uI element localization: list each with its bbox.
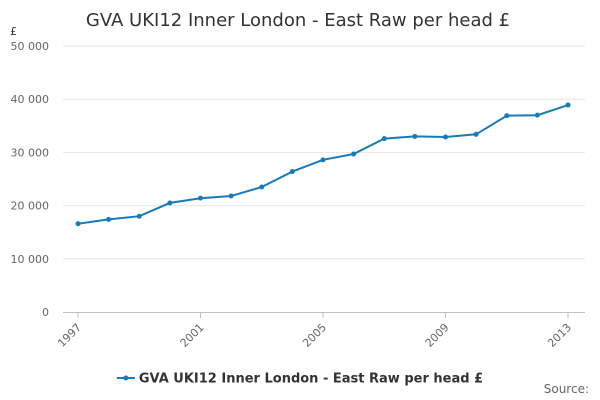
- data-point[interactable]: [106, 216, 112, 222]
- data-point[interactable]: [443, 134, 448, 140]
- data-point[interactable]: [259, 184, 265, 190]
- data-point[interactable]: [320, 157, 326, 163]
- chart-title: GVA UKI12 Inner London - East Raw per he…: [86, 10, 510, 31]
- data-point[interactable]: [198, 195, 203, 201]
- data-point[interactable]: [75, 221, 81, 227]
- data-point[interactable]: [473, 131, 479, 137]
- x-tick-label: 2013: [545, 321, 574, 350]
- data-point[interactable]: [565, 102, 571, 108]
- y-tick-label: 0: [42, 306, 49, 319]
- x-tick-label: 2001: [178, 321, 207, 350]
- series-group: [75, 102, 571, 227]
- y-axis-unit-label: £: [10, 25, 17, 38]
- data-point[interactable]: [351, 151, 357, 157]
- y-tick-label: 20 000: [11, 200, 50, 213]
- source-label: Source:: [544, 382, 589, 396]
- data-point[interactable]: [228, 193, 234, 199]
- gridlines: [63, 45, 585, 260]
- y-tick-label: 50 000: [11, 40, 50, 53]
- data-point[interactable]: [289, 169, 295, 175]
- data-point[interactable]: [534, 112, 540, 118]
- x-tick-label: 2005: [300, 321, 329, 350]
- legend-label: GVA UKI12 Inner London - East Raw per he…: [139, 372, 483, 387]
- y-tick-label: 40 000: [11, 93, 50, 106]
- y-axis-tick-labels: 0 10 000 20 000 30 000 40 000 50 000: [11, 40, 50, 319]
- data-point[interactable]: [381, 136, 387, 142]
- data-point[interactable]: [504, 113, 510, 119]
- data-point[interactable]: [412, 133, 418, 139]
- y-tick-label: 30 000: [11, 146, 50, 159]
- legend[interactable]: GVA UKI12 Inner London - East Raw per he…: [116, 372, 483, 387]
- x-axis-ticks: 1997 2001 2005 2009 2013: [55, 312, 574, 350]
- data-point[interactable]: [136, 213, 142, 219]
- data-point[interactable]: [167, 200, 173, 206]
- y-tick-label: 10 000: [11, 253, 50, 266]
- x-tick-label: 2009: [423, 321, 452, 350]
- legend-marker-swatch: [123, 375, 129, 381]
- x-tick-label: 1997: [55, 321, 84, 350]
